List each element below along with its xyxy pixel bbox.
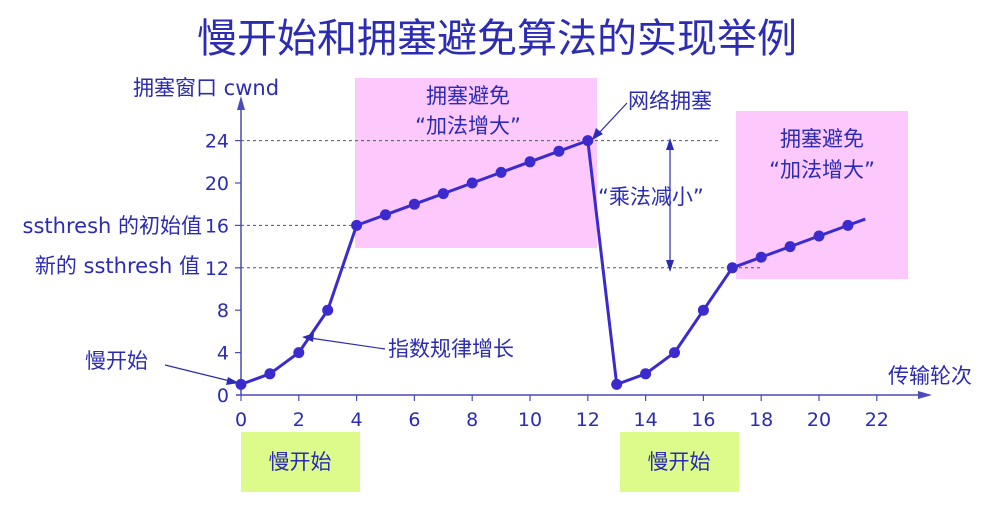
x-axis	[236, 391, 932, 399]
y-tick-label: 16	[205, 215, 229, 237]
ca-label-1-line2: “加法增大”	[415, 114, 521, 138]
cwnd-point	[755, 251, 767, 263]
y-tick-label: 8	[217, 300, 229, 322]
cwnd-point	[437, 188, 449, 200]
cwnd-point	[351, 219, 363, 231]
y-axis-label: 拥塞窗口 cwnd	[133, 76, 279, 100]
x-tick-label: 12	[576, 409, 600, 431]
cwnd-point	[235, 378, 247, 390]
y-tick-label: 20	[205, 173, 229, 195]
slowstart-box-1-label: 慢开始	[269, 450, 332, 474]
congestion-avoidance-region-1	[355, 78, 597, 248]
cwnd-point	[842, 219, 854, 231]
slow-start-box-1	[241, 432, 360, 492]
y-tick-label: 12	[205, 258, 229, 280]
y-tick-label: 0	[217, 385, 229, 407]
ca-label-2-line2: “加法增大”	[769, 158, 875, 182]
x-tick-label: 8	[466, 409, 478, 431]
ca-label-1-line1: 拥塞避免	[426, 84, 510, 108]
cwnd-point	[322, 304, 334, 316]
cwnd-point	[582, 135, 594, 147]
x-tick-label: 10	[518, 409, 542, 431]
y-axis	[237, 96, 245, 395]
cwnd-point	[611, 378, 623, 390]
x-tick-label: 6	[408, 409, 420, 431]
y-tick-label: 24	[205, 131, 229, 153]
slowstart-pointer	[164, 364, 239, 385]
x-tick-label: 16	[691, 409, 715, 431]
cwnd-point	[697, 304, 709, 316]
cwnd-point	[380, 209, 391, 221]
slowstart-left-label: 慢开始	[85, 349, 148, 373]
x-axis-label: 传输轮次	[888, 364, 972, 388]
x-tick-label: 0	[235, 409, 247, 431]
threshold-lines	[241, 140, 760, 269]
cwnd-point	[669, 347, 680, 359]
x-tick-label: 22	[865, 409, 889, 431]
x-tick-label: 4	[351, 409, 363, 431]
cwnd-point	[466, 177, 478, 189]
ssthresh-new-label: 新的 ssthresh 值	[35, 254, 200, 278]
cwnd-point	[293, 347, 305, 359]
cwnd-point	[640, 368, 652, 380]
cwnd-point	[726, 262, 738, 274]
cwnd-point	[553, 145, 565, 157]
x-tick-label: 14	[634, 409, 658, 431]
exp-growth-pointer	[302, 333, 386, 350]
cwnd-point	[784, 241, 796, 253]
congestion-label: 网络拥塞	[628, 89, 712, 113]
mult-decrease-arrow	[666, 138, 674, 272]
ca-label-2-line1: 拥塞避免	[780, 127, 864, 151]
x-tick-label: 18	[749, 409, 773, 431]
mult-decrease-label: “乘法减小”	[598, 185, 704, 209]
cwnd-point	[813, 230, 825, 242]
cwnd-point	[408, 198, 420, 210]
cwnd-point	[264, 368, 276, 380]
cwnd-line	[240, 139, 849, 386]
exp-growth-label: 指数规律增长	[388, 337, 514, 361]
congestion-avoidance-region-2	[736, 111, 908, 279]
x-tick-label: 20	[807, 409, 831, 431]
cwnd-point	[524, 156, 536, 168]
slow-start-box-2	[620, 432, 739, 492]
x-tick-label: 2	[293, 409, 305, 431]
y-tick-label: 4	[217, 343, 229, 365]
slowstart-box-2-label: 慢开始	[648, 450, 711, 474]
cwnd-series	[235, 135, 866, 390]
congestion-pointer	[592, 102, 628, 140]
diagram-title: 慢开始和拥塞避免算法的实现举例	[197, 16, 797, 62]
cwnd-point	[495, 166, 507, 178]
ssthresh-init-label: ssthresh 的初始值	[23, 214, 202, 238]
